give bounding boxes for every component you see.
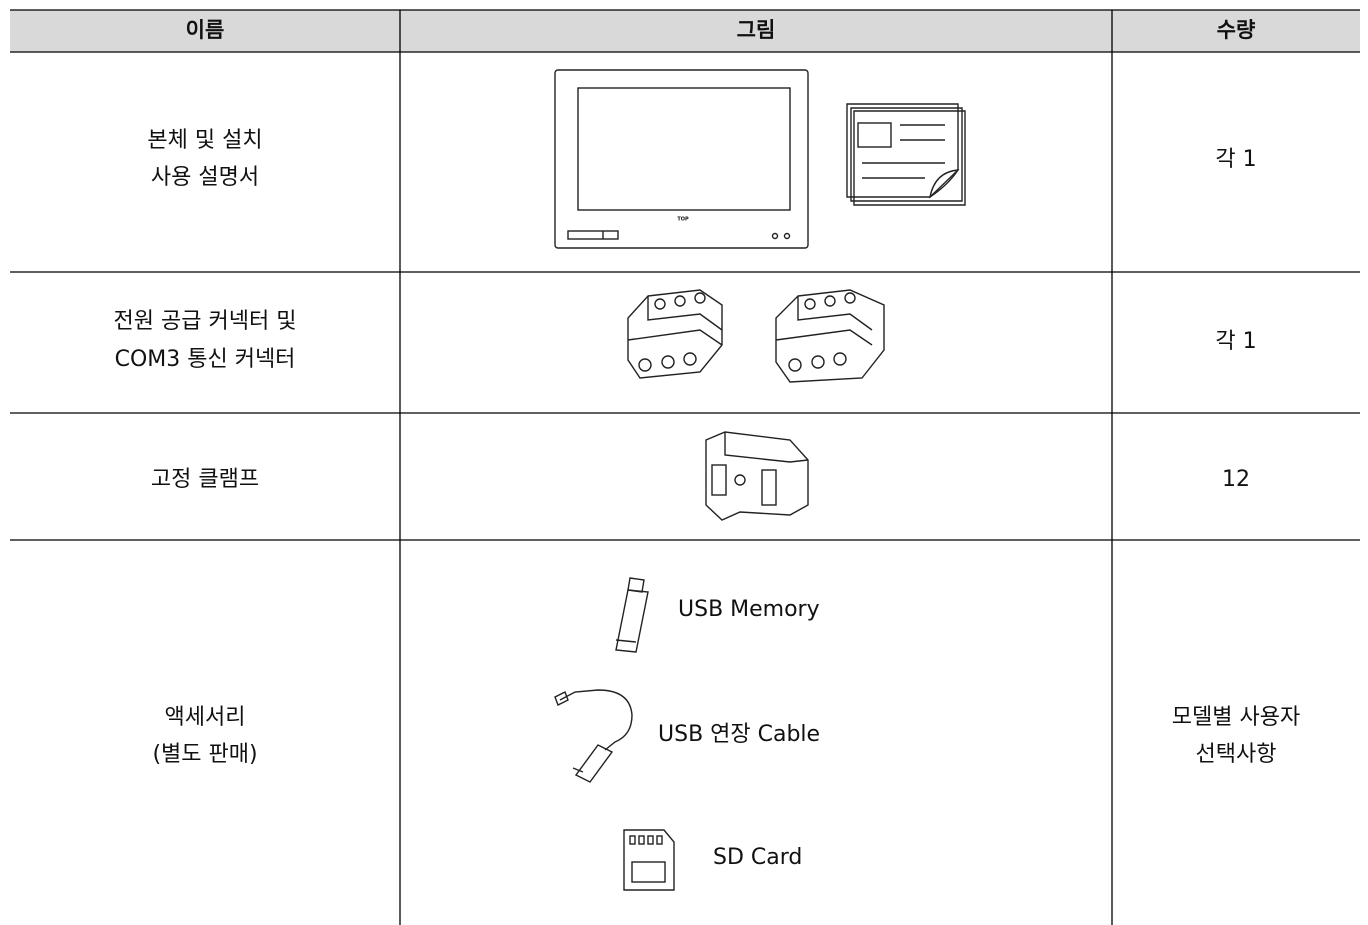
sd-card-illustration-part <box>623 829 675 891</box>
connector-illustration-part <box>824 295 836 307</box>
monitor-illustration-part <box>554 69 809 249</box>
usb-cable-illustration-part <box>574 744 614 783</box>
connector-illustration-part <box>833 352 847 366</box>
name-cell: 본체 및 설치 <box>147 128 262 153</box>
connector-illustration-part <box>683 352 697 366</box>
connector-illustration <box>775 289 885 383</box>
connector-illustration-part <box>661 355 675 369</box>
quantity-cell: 모델별 사용자 <box>1172 705 1300 730</box>
name-cell: 사용 설명서 <box>151 165 259 190</box>
monitor-illustration <box>554 69 809 249</box>
connector-illustration-part <box>811 355 825 369</box>
sd-card-illustration-part <box>656 835 663 845</box>
usb-memory-illustration <box>615 577 649 653</box>
connector-illustration <box>627 289 723 379</box>
connector-illustration-part <box>647 296 723 331</box>
sd-card-illustration-part <box>629 835 636 845</box>
connector-illustration-part <box>797 296 873 331</box>
header-cell: 그림 <box>737 18 776 42</box>
header-bg <box>10 10 1360 52</box>
header-cell: 수량 <box>1217 18 1256 42</box>
sd-card-illustration-part <box>638 835 645 845</box>
manual-illustration-part <box>928 169 960 199</box>
connector-illustration-part <box>627 289 723 379</box>
usb-memory-illustration-part <box>627 577 645 593</box>
monitor-illustration-part <box>783 232 791 240</box>
connector-illustration-part <box>788 358 802 372</box>
sd-card-illustration-part <box>631 861 666 883</box>
clamp-illustration-part <box>711 464 727 496</box>
name-cell: 전원 공급 커넥터 및 <box>114 309 297 334</box>
clamp-illustration-part <box>761 469 777 506</box>
manual-illustration <box>846 103 966 206</box>
item-label: USB 연장 Cable <box>658 722 820 747</box>
sd-card-illustration <box>623 829 675 891</box>
clamp-illustration-part <box>734 474 746 486</box>
manual-illustration-part <box>846 103 959 198</box>
connector-illustration-part <box>775 329 873 346</box>
usb-memory-illustration-part <box>615 639 637 643</box>
monitor-illustration-part <box>771 232 779 240</box>
manual-illustration-part <box>853 110 966 206</box>
item-label: USB Memory <box>678 597 820 622</box>
quantity-cell: 선택사항 <box>1196 742 1277 767</box>
connector-illustration-part <box>638 358 652 372</box>
manual-illustration-part <box>857 122 892 148</box>
connector-illustration-part <box>674 295 686 307</box>
clamp-illustration <box>705 431 809 521</box>
item-label: SD Card <box>713 845 802 870</box>
brand-label: TOP <box>677 217 689 223</box>
name-cell: COM3 통신 커넥터 <box>115 347 296 372</box>
usb-cable-illustration <box>554 689 633 783</box>
sd-card-illustration-part <box>647 835 654 845</box>
clamp-illustration-part <box>724 432 809 463</box>
monitor-illustration-part <box>567 230 619 240</box>
manual-illustration-part <box>850 107 963 202</box>
connector-illustration-part <box>654 298 666 310</box>
table-lines <box>10 9 1360 925</box>
name-cell: (별도 판매) <box>152 742 257 767</box>
connector-illustration-part <box>804 298 816 310</box>
connector-illustration-part <box>844 292 856 304</box>
usb-cable-illustration-part <box>559 689 633 751</box>
name-cell: 액세서리 <box>165 705 246 730</box>
header-cell: 이름 <box>186 18 225 42</box>
quantity-cell: 12 <box>1222 467 1250 492</box>
monitor-illustration-part <box>577 87 791 211</box>
clamp-illustration-part <box>705 431 809 521</box>
name-cell: 고정 클램프 <box>151 467 259 492</box>
connector-illustration-part <box>775 289 885 383</box>
usb-memory-illustration-part <box>615 589 649 653</box>
usb-cable-illustration-part <box>554 691 569 706</box>
quantity-cell: 각 1 <box>1215 147 1256 172</box>
quantity-cell: 각 1 <box>1215 329 1256 354</box>
connector-illustration-part <box>694 292 706 304</box>
connector-illustration-part <box>627 329 723 346</box>
usb-cable-illustration-part <box>572 767 584 773</box>
